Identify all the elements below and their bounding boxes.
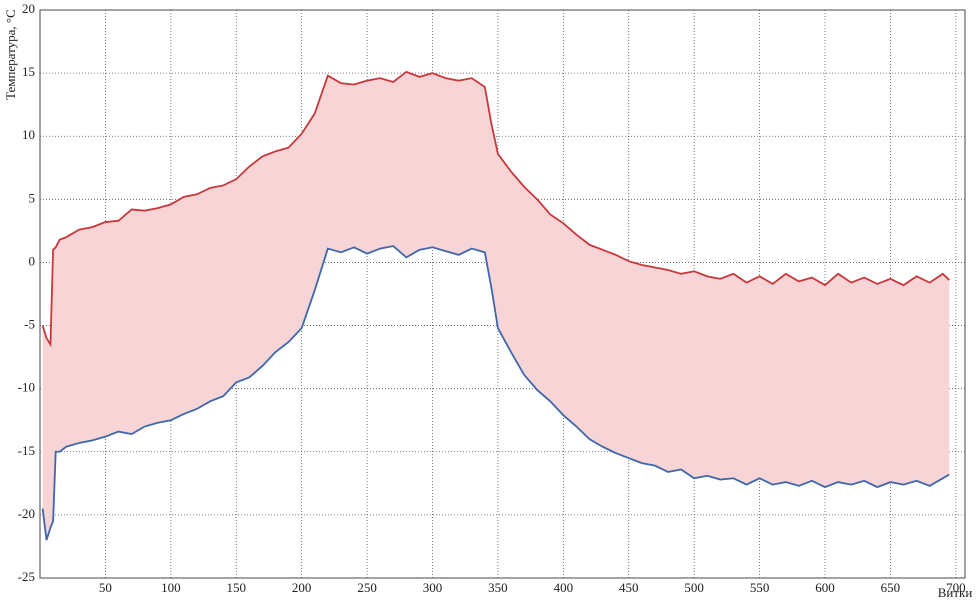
x-tick-label: 700 bbox=[946, 580, 966, 595]
y-tick-label: 20 bbox=[22, 1, 35, 16]
x-tick-label: 500 bbox=[684, 580, 704, 595]
x-tick-label: 650 bbox=[881, 580, 901, 595]
y-tick-label: -25 bbox=[18, 569, 35, 584]
series-line bbox=[41, 245, 950, 541]
y-tick-label: 0 bbox=[29, 253, 36, 268]
x-tick-label: 50 bbox=[99, 580, 112, 595]
y-tick-label: -20 bbox=[18, 506, 35, 521]
x-tick-label: 600 bbox=[815, 580, 835, 595]
y-tick-label: -10 bbox=[18, 380, 35, 395]
y-tick-label: 5 bbox=[29, 190, 36, 205]
y-tick-label: 15 bbox=[22, 64, 35, 79]
y-tick-label: 10 bbox=[22, 127, 35, 142]
band-fill bbox=[42, 71, 950, 541]
x-tick-label: 100 bbox=[161, 580, 181, 595]
x-tick-label: 150 bbox=[227, 580, 247, 595]
x-tick-label: 300 bbox=[423, 580, 443, 595]
x-tick-label: 350 bbox=[488, 580, 508, 595]
x-axis-title: Витки bbox=[938, 585, 973, 600]
x-tick-label: 250 bbox=[357, 580, 377, 595]
y-tick-label: -5 bbox=[24, 317, 35, 332]
y-axis-title: Температура, °С bbox=[3, 9, 18, 100]
x-tick-label: 200 bbox=[292, 580, 312, 595]
y-tick-label: -15 bbox=[18, 443, 35, 458]
series-line bbox=[41, 70, 950, 348]
x-tick-label: 450 bbox=[619, 580, 639, 595]
x-tick-label: 550 bbox=[750, 580, 770, 595]
x-tick-label: 400 bbox=[554, 580, 574, 595]
